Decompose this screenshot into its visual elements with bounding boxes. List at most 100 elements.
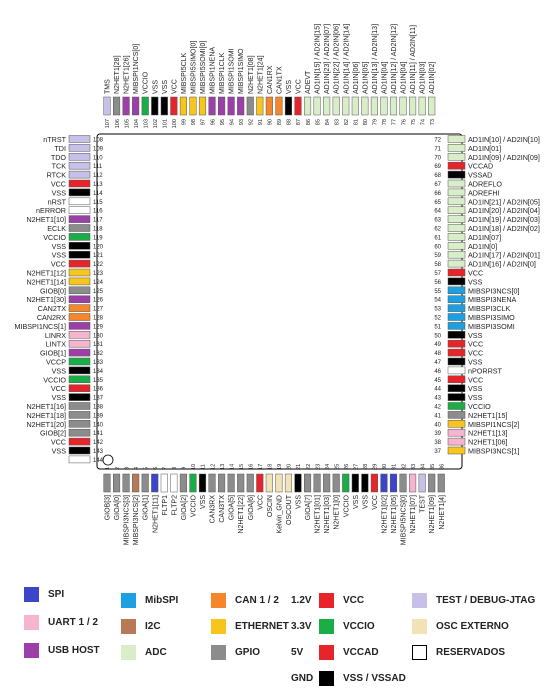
pin-48-swatch	[447, 348, 466, 357]
pin-72-swatch	[447, 135, 466, 143]
pin-136-number: 136	[93, 387, 104, 393]
pin-107-number: 107	[105, 119, 111, 128]
pin-41-swatch	[447, 411, 466, 419]
pin-111-swatch	[68, 161, 91, 170]
pin-43-label: VSS	[468, 393, 483, 402]
legend-swatch-usb	[24, 643, 39, 658]
pin-50-swatch	[447, 331, 466, 339]
pin-45-number: 45	[434, 378, 441, 384]
pin-55-swatch	[447, 286, 466, 295]
pin-138-label: N2HET1[16]	[26, 402, 66, 411]
pin-43-number: 43	[434, 396, 441, 402]
pin-126-label: N2HET1[30]	[26, 295, 66, 304]
pin-71-swatch	[447, 144, 466, 152]
pin-52-swatch	[447, 313, 466, 321]
pin-7-number: 7	[163, 467, 169, 470]
pin-39-label: N2HET1[13]	[468, 429, 508, 438]
pin-128-swatch	[68, 313, 91, 321]
pin-121-label: VSS	[52, 251, 67, 260]
legend-swatch-spi	[24, 587, 39, 602]
pin-88-number: 88	[287, 119, 293, 125]
legend-voltage-vccad: 5V	[291, 647, 304, 658]
pin-81-swatch	[351, 96, 359, 116]
pin-112-number: 112	[93, 173, 103, 179]
pin-93-number: 93	[239, 119, 245, 125]
pin-108-number: 108	[93, 138, 104, 144]
pin-101-swatch	[160, 96, 168, 116]
pin-102-swatch	[151, 96, 159, 116]
pin-40-swatch	[447, 420, 466, 428]
pin-16-number: 16	[248, 464, 254, 470]
pin-143-label: VSS	[52, 447, 67, 456]
pin-33-label: N2HET1[07]	[410, 495, 417, 534]
pin-42-label: VCCIO	[468, 402, 491, 411]
pin-69-label: VCCAD	[468, 162, 493, 171]
pin-140-number: 140	[93, 422, 104, 428]
legend-swatch-mibspi	[121, 593, 136, 608]
pin-70-label: AD1IN[09] / AD2IN[09]	[468, 153, 540, 162]
legend-label-uart: UART 1 / 2	[48, 617, 99, 628]
pin-133-number: 133	[93, 360, 104, 366]
pin-25-swatch	[332, 473, 340, 493]
pin-10-number: 10	[191, 464, 197, 470]
pin-124-swatch	[68, 277, 91, 286]
pin-19-number: 19	[277, 464, 283, 470]
legend-label-vcc: VCC	[343, 595, 365, 606]
pin-29-number: 29	[373, 464, 379, 470]
pin-116-swatch	[68, 206, 91, 214]
pin-109-number: 109	[93, 146, 104, 152]
pin-84-number: 84	[325, 119, 331, 125]
pin-28-swatch	[361, 473, 369, 493]
pin-137-label: VSS	[52, 393, 67, 402]
pin-13-swatch	[218, 473, 226, 493]
pin-92-number: 92	[248, 119, 254, 125]
pin-66-label: ADREFHI	[468, 188, 500, 197]
pin-109-label: TDI	[54, 144, 66, 153]
pin-59-label: AD1IN[17] / AD2IN[01]	[468, 251, 540, 260]
pin-128-number: 128	[93, 316, 104, 322]
pin-16-label: GIOA[6]	[248, 495, 255, 520]
pin-129-swatch	[68, 322, 91, 330]
pin-66-swatch	[447, 188, 466, 197]
legend-label-can: CAN 1 / 2	[235, 595, 279, 606]
pin-56-swatch	[447, 277, 466, 286]
pin-96-number: 96	[210, 119, 216, 125]
pin-100-swatch	[170, 96, 178, 116]
pin-5-swatch	[141, 473, 149, 493]
pin-103-swatch	[141, 96, 149, 116]
legend-label-gnd: VSS / VSSAD	[343, 673, 406, 684]
pin-24-label: N2HET1[03]	[324, 495, 331, 534]
pin-86-number: 86	[306, 119, 312, 125]
pin-47-swatch	[447, 357, 466, 366]
pin-138-swatch	[68, 402, 91, 410]
pin-27-number: 27	[354, 464, 360, 470]
pin-78-number: 78	[382, 119, 388, 125]
pin-64-number: 64	[434, 209, 441, 215]
pin-13-label: CAN3TX	[219, 495, 226, 523]
pin-48-number: 48	[434, 351, 441, 357]
pin-70-number: 70	[434, 155, 441, 161]
pin-88-swatch	[284, 96, 292, 116]
pin-2-number: 2	[115, 467, 121, 470]
pin-110-label: TDO	[51, 153, 67, 162]
pin-17-number: 17	[258, 464, 264, 470]
pin-95-number: 95	[220, 119, 226, 125]
pin-9-label: GIOA[2]	[181, 495, 188, 520]
pin-39-number: 39	[434, 431, 441, 437]
pin-53-number: 53	[434, 307, 441, 313]
legend-voltage-vcc: 1.2V	[291, 595, 312, 606]
pin-58-swatch	[447, 259, 466, 268]
pin-108-swatch	[68, 135, 91, 143]
pin-59-number: 59	[434, 253, 441, 259]
pin-112-label: RTCK	[47, 171, 67, 180]
pin-127-label: CAN2TX	[38, 304, 67, 313]
pin-32-label: MIBSPI5NCS[0]	[401, 495, 408, 545]
pin-49-label: VCC	[468, 340, 483, 349]
pin-129-label: MIBSPI1NCS[1]	[14, 322, 66, 331]
pin-130-swatch	[68, 331, 91, 339]
pin-60-swatch	[447, 242, 466, 250]
pin-110-number: 110	[93, 155, 103, 161]
pin-1-number: 1	[105, 467, 111, 470]
pin-53-label: MIBSPI3CLK	[468, 304, 511, 313]
pin-91-swatch	[256, 96, 264, 116]
